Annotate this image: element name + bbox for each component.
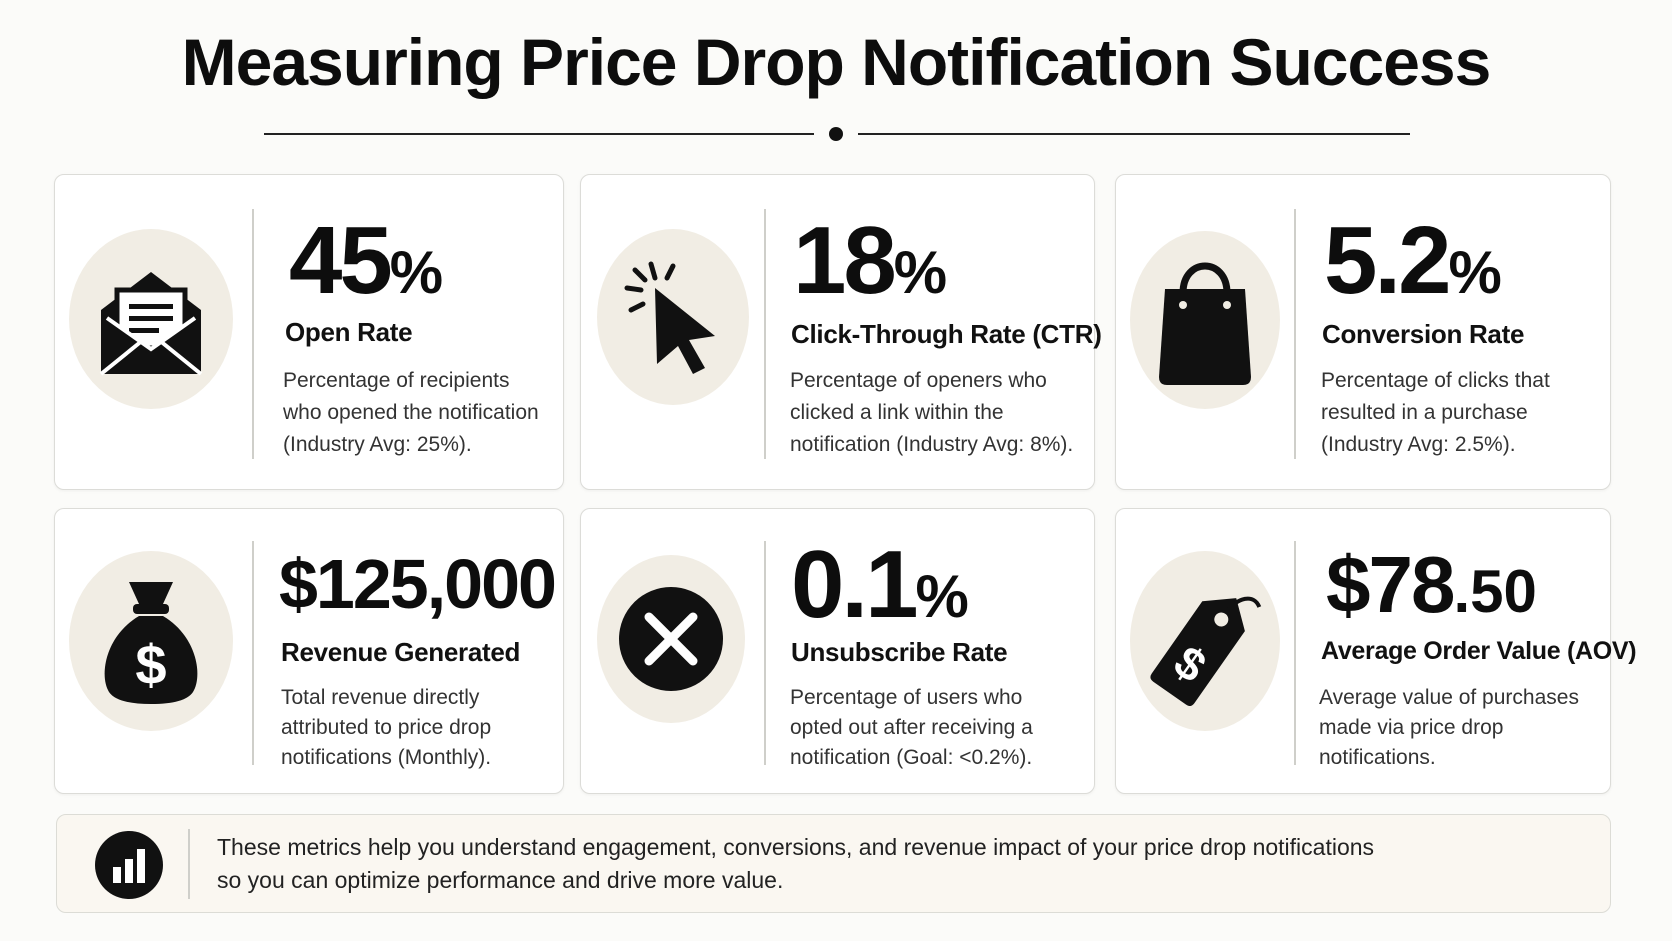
summary-text: These metrics help you understand engage… [217,834,1375,893]
envelope-icon [99,272,203,376]
icon-circle [597,229,749,405]
metric-label: Average Order Value (AOV) [1321,637,1637,665]
close-circle-icon [619,587,723,691]
metric-card-conversion-rate: 5.2% Conversion Rate Percentage of click… [1115,174,1611,490]
bar-chart-icon-circle [95,831,163,899]
price-tag-icon: $ [1150,596,1262,706]
metric-value: 45% [289,207,444,314]
bar-chart-icon [113,849,145,883]
metric-description: Total revenue directly attributed to pri… [281,686,492,769]
page-title: Measuring Price Drop Notification Succes… [181,25,1492,99]
shopping-bag-icon [1159,262,1251,385]
metric-value: $125,000 [279,545,557,623]
svg-text:$: $ [135,633,166,696]
metric-card-revenue-generated: $ $125,000 Revenue Generated Total reven… [54,508,564,794]
metric-description: Average value of purchases made via pric… [1319,686,1579,769]
metric-description: Percentage of openers who clicked a link… [790,369,1074,456]
metric-value: 0.1% [791,531,969,638]
metric-card-average-order-value: $ $78.50 Average Order Value (AOV) Avera… [1115,508,1637,794]
money-bag-icon: $ [104,582,198,704]
cursor-click-icon [624,261,715,374]
metric-label: Unsubscribe Rate [791,637,1008,667]
metric-label: Open Rate [285,317,413,347]
icon-circle: $ [69,551,233,731]
summary-footer: These metrics help you understand engage… [56,814,1611,913]
icon-circle: $ [1130,551,1280,731]
metric-card-open-rate: 45% Open Rate Percentage of recipients w… [54,174,564,490]
icon-circle [1130,231,1280,409]
metric-description: Percentage of recipients who opened the … [283,369,539,456]
icon-circle [597,555,745,723]
metric-card-unsubscribe-rate: 0.1% Unsubscribe Rate Percentage of user… [580,508,1095,794]
metric-label: Conversion Rate [1322,319,1525,349]
metric-value: 5.2% [1324,207,1502,314]
metric-description: Percentage of users who opted out after … [790,686,1033,769]
metric-value: $78.50 [1326,540,1537,629]
metric-card-click-through-rate: 18% Click-Through Rate (CTR) Percentage … [580,174,1102,490]
metric-description: Percentage of clicks that resulted in a … [1321,369,1550,456]
metric-label: Click-Through Rate (CTR) [791,319,1102,349]
metric-label: Revenue Generated [281,637,521,667]
icon-circle [69,229,233,409]
title-divider [0,124,1672,144]
metric-value: 18% [793,207,948,314]
